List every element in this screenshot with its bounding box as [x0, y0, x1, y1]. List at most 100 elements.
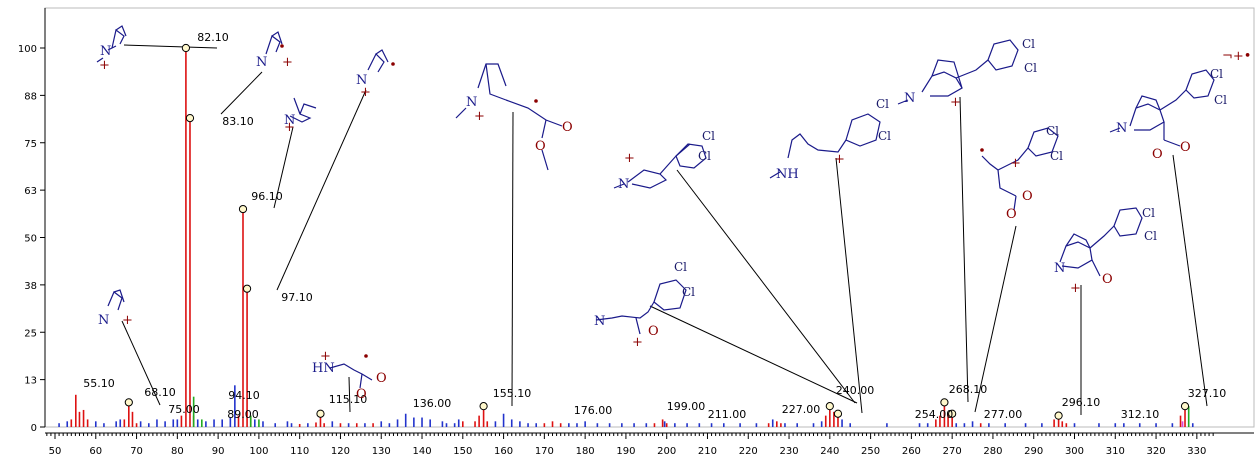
svg-text:N: N — [256, 55, 267, 70]
svg-text:+: + — [834, 152, 845, 167]
fragment-structure-240a: N + Cl Cl — [613, 129, 715, 192]
peak-marker — [1054, 411, 1063, 420]
peak-label: 211.00 — [708, 408, 747, 421]
svg-text:+: + — [632, 335, 643, 350]
svg-text:N: N — [1054, 261, 1065, 276]
peak-marker — [948, 409, 957, 418]
svg-text:Cl: Cl — [1046, 124, 1059, 138]
x-tick-label: 250 — [861, 446, 880, 457]
x-tick-label: 60 — [89, 446, 102, 457]
x-tick-label: 270 — [943, 446, 962, 457]
x-tick-label: 90 — [212, 446, 225, 457]
x-tick-label: 330 — [1187, 446, 1206, 457]
y-tick-label: 13 — [24, 376, 37, 387]
svg-text:Cl: Cl — [1022, 37, 1035, 51]
svg-text:Cl: Cl — [682, 285, 695, 299]
x-tick-label: 290 — [1024, 446, 1043, 457]
y-tick-label: 25 — [24, 328, 37, 339]
peak-marker — [1180, 402, 1190, 411]
svg-text:O: O — [1102, 272, 1113, 287]
peak-label: 68.10 — [144, 386, 176, 399]
x-tick-label: 260 — [902, 446, 921, 457]
svg-text:NH: NH — [776, 167, 799, 182]
fragment-structure-240b: N + O Cl Cl — [594, 260, 695, 350]
y-axis: 0 13 25 38 50 63 75 88 100 — [18, 8, 46, 434]
svg-text:Cl: Cl — [1214, 93, 1227, 107]
peak-label: 277.00 — [984, 408, 1023, 421]
leader-240a — [676, 169, 856, 404]
x-tick-label: 110 — [290, 446, 309, 457]
peak-marker — [479, 402, 488, 411]
leader-268 — [959, 96, 969, 403]
peak-label: 75.00 — [168, 403, 200, 416]
leader-97 — [276, 89, 367, 291]
leader-327 — [1172, 154, 1208, 407]
fragment-structure-96: N + — [284, 97, 317, 135]
svg-text:O: O — [1180, 140, 1191, 155]
fragment-structure-155: N + O O — [455, 63, 573, 171]
fragment-structure-83: N + — [256, 31, 293, 70]
svg-text:N: N — [356, 73, 367, 88]
x-tick-label: 140 — [412, 446, 431, 457]
x-tick-label: 280 — [983, 446, 1002, 457]
svg-text:N: N — [284, 113, 295, 128]
svg-text:Cl: Cl — [702, 129, 715, 143]
svg-text:O: O — [1006, 207, 1017, 222]
peak-marker — [242, 284, 252, 293]
svg-text:O: O — [535, 139, 546, 154]
svg-text:+: + — [122, 313, 133, 328]
x-tick-label: 150 — [453, 446, 472, 457]
svg-text:+: + — [474, 109, 485, 124]
svg-text:O: O — [648, 324, 659, 339]
fragment-structure-68: N + — [98, 289, 133, 328]
annotation-leader-lines — [121, 44, 1208, 415]
x-tick-label: 160 — [494, 446, 513, 457]
svg-text:N: N — [618, 177, 629, 192]
x-tick-label: 240 — [820, 446, 839, 457]
peak-label: 55.10 — [83, 377, 115, 390]
svg-text:Cl: Cl — [1050, 149, 1063, 163]
peak-label: 83.10 — [222, 115, 254, 128]
x-tick-label: 180 — [576, 446, 595, 457]
y-tick-label: 75 — [24, 139, 37, 150]
peak-label: 89.00 — [227, 408, 259, 421]
x-tick-label: 170 — [535, 446, 554, 457]
y-tick-label: 100 — [18, 44, 37, 55]
y-tick-label: 88 — [24, 91, 37, 102]
svg-text:Cl: Cl — [1144, 229, 1157, 243]
leader-68 — [121, 320, 161, 406]
svg-text:+: + — [1010, 156, 1021, 171]
peak-labels: 55.10 68.10 75.00 82.10 83.10 89.00 94.10 96.10… — [83, 31, 1226, 421]
svg-text:N: N — [98, 313, 109, 328]
leader-82 — [123, 44, 218, 49]
fragment-structure-115: HN + O O — [312, 349, 387, 402]
x-tick-label: 230 — [779, 446, 798, 457]
x-tick-label: 70 — [130, 446, 143, 457]
y-tick-label: 0 — [31, 423, 37, 434]
svg-text:+: + — [950, 95, 961, 110]
peak-marker — [316, 409, 325, 418]
peak-label: 96.10 — [251, 190, 283, 203]
peak-label: 176.00 — [574, 404, 613, 417]
peak-label: 312.10 — [1121, 408, 1160, 421]
fragment-structures: N + N + N + N + — [96, 25, 1251, 402]
leader-270 — [974, 225, 1017, 413]
x-tick-label: 200 — [657, 446, 676, 457]
peak-label: 227.00 — [782, 403, 821, 416]
svg-text:+: + — [1070, 281, 1081, 296]
fragment-structure-268: N + Cl Cl — [897, 37, 1037, 110]
x-tick-label: 300 — [1065, 446, 1084, 457]
svg-text:O: O — [356, 387, 367, 402]
svg-text:O: O — [562, 120, 573, 135]
x-tick-label: 100 — [249, 446, 268, 457]
x-tick-label: 310 — [1106, 446, 1125, 457]
x-tick-label: 190 — [616, 446, 635, 457]
svg-text:¬+•: ¬+• — [1222, 49, 1251, 64]
y-tick-label: 50 — [24, 234, 37, 245]
svg-text:O: O — [376, 371, 387, 386]
svg-text:Cl: Cl — [698, 149, 711, 163]
peak-label: 136.00 — [413, 397, 452, 410]
svg-text:+: + — [99, 58, 110, 73]
svg-text:Cl: Cl — [674, 260, 687, 274]
